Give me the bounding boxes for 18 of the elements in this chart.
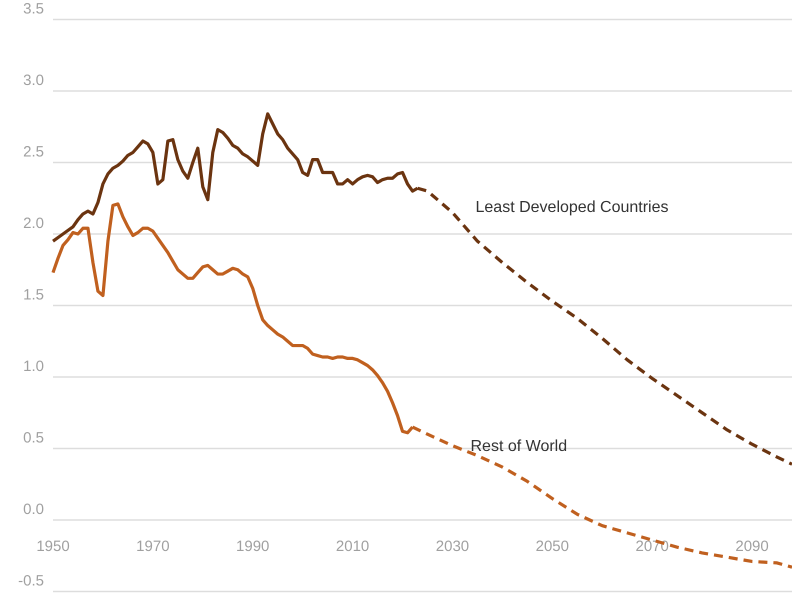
x-tick-label: 2010	[336, 538, 370, 555]
x-tick-label: 2030	[436, 538, 470, 555]
y-tick-label: 0.0	[23, 501, 44, 518]
x-tick-label: 1990	[236, 538, 270, 555]
y-tick-label: 1.5	[23, 286, 44, 304]
y-tick-label: 0.5	[23, 430, 44, 446]
series-label: Least Developed Countries	[476, 199, 669, 216]
y-tick-label: -0.5	[18, 572, 44, 590]
y-tick-label: 3.5	[23, 0, 44, 18]
x-tick-label: 2050	[536, 538, 570, 555]
series-label: Rest of World	[470, 438, 568, 456]
y-tick-label: 3.0	[23, 72, 44, 89]
x-tick-label: 1970	[136, 538, 170, 555]
y-tick-label: 2.0	[23, 215, 44, 232]
y-tick-label: 2.5	[23, 144, 44, 160]
x-tick-label: 2090	[735, 538, 769, 555]
y-tick-label: 1.0	[23, 358, 44, 375]
x-tick-label: 1950	[36, 538, 70, 555]
